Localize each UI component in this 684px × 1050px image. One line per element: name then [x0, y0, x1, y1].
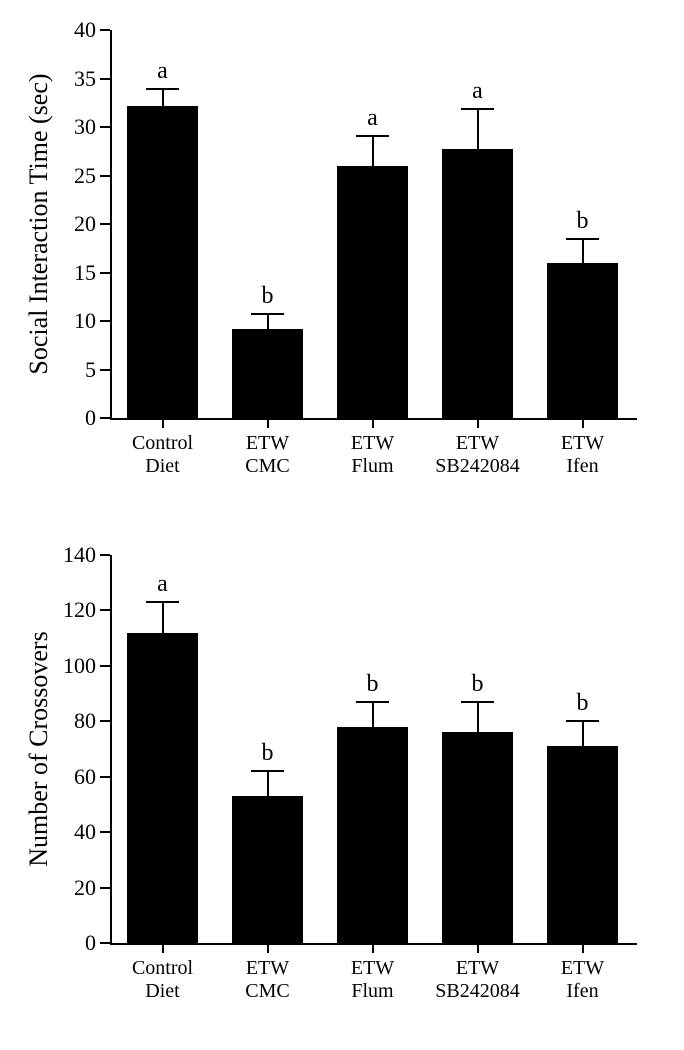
x-tick	[162, 943, 164, 953]
error-bar-cap	[251, 770, 283, 772]
error-bar	[582, 721, 584, 746]
category-label: ETWSB242084	[425, 957, 530, 1003]
error-bar-cap	[461, 701, 493, 703]
error-bar-cap	[356, 701, 388, 703]
category-label-line: ETW	[320, 957, 425, 980]
error-bar-cap	[146, 601, 178, 603]
y-tick	[100, 942, 110, 944]
y-tick	[100, 609, 110, 611]
significance-label: b	[353, 672, 393, 696]
y-tick	[100, 665, 110, 667]
category-label: ControlDiet	[110, 957, 215, 1003]
category-label-line: SB242084	[425, 980, 530, 1003]
significance-label: b	[248, 741, 288, 765]
x-tick	[477, 943, 479, 953]
chart-panel-bottom: 020406080100120140Number of CrossoversaC…	[0, 0, 684, 1050]
bar	[232, 796, 303, 943]
y-tick	[100, 554, 110, 556]
x-tick	[582, 943, 584, 953]
bar	[547, 746, 618, 943]
significance-label: b	[458, 672, 498, 696]
y-tick	[100, 887, 110, 889]
error-bar	[372, 702, 374, 727]
category-label: ETWCMC	[215, 957, 320, 1003]
bar	[127, 633, 198, 943]
x-tick	[267, 943, 269, 953]
y-tick	[100, 831, 110, 833]
error-bar	[477, 702, 479, 732]
category-label-line: ETW	[425, 957, 530, 980]
y-axis-title: Number of Crossovers	[24, 555, 54, 943]
significance-label: a	[143, 572, 183, 596]
error-bar-cap	[566, 720, 598, 722]
significance-label: b	[563, 691, 603, 715]
category-label-line: ETW	[215, 957, 320, 980]
y-tick	[100, 776, 110, 778]
category-label: ETWIfen	[530, 957, 635, 1003]
category-label-line: Flum	[320, 980, 425, 1003]
error-bar	[267, 771, 269, 796]
category-label-line: CMC	[215, 980, 320, 1003]
category-label: ETWFlum	[320, 957, 425, 1003]
bar	[442, 732, 513, 943]
error-bar	[162, 602, 164, 632]
bar	[337, 727, 408, 943]
category-label-line: Control	[110, 957, 215, 980]
x-tick	[372, 943, 374, 953]
category-label-line: Diet	[110, 980, 215, 1003]
category-label-line: Ifen	[530, 980, 635, 1003]
y-tick	[100, 720, 110, 722]
category-label-line: ETW	[530, 957, 635, 980]
